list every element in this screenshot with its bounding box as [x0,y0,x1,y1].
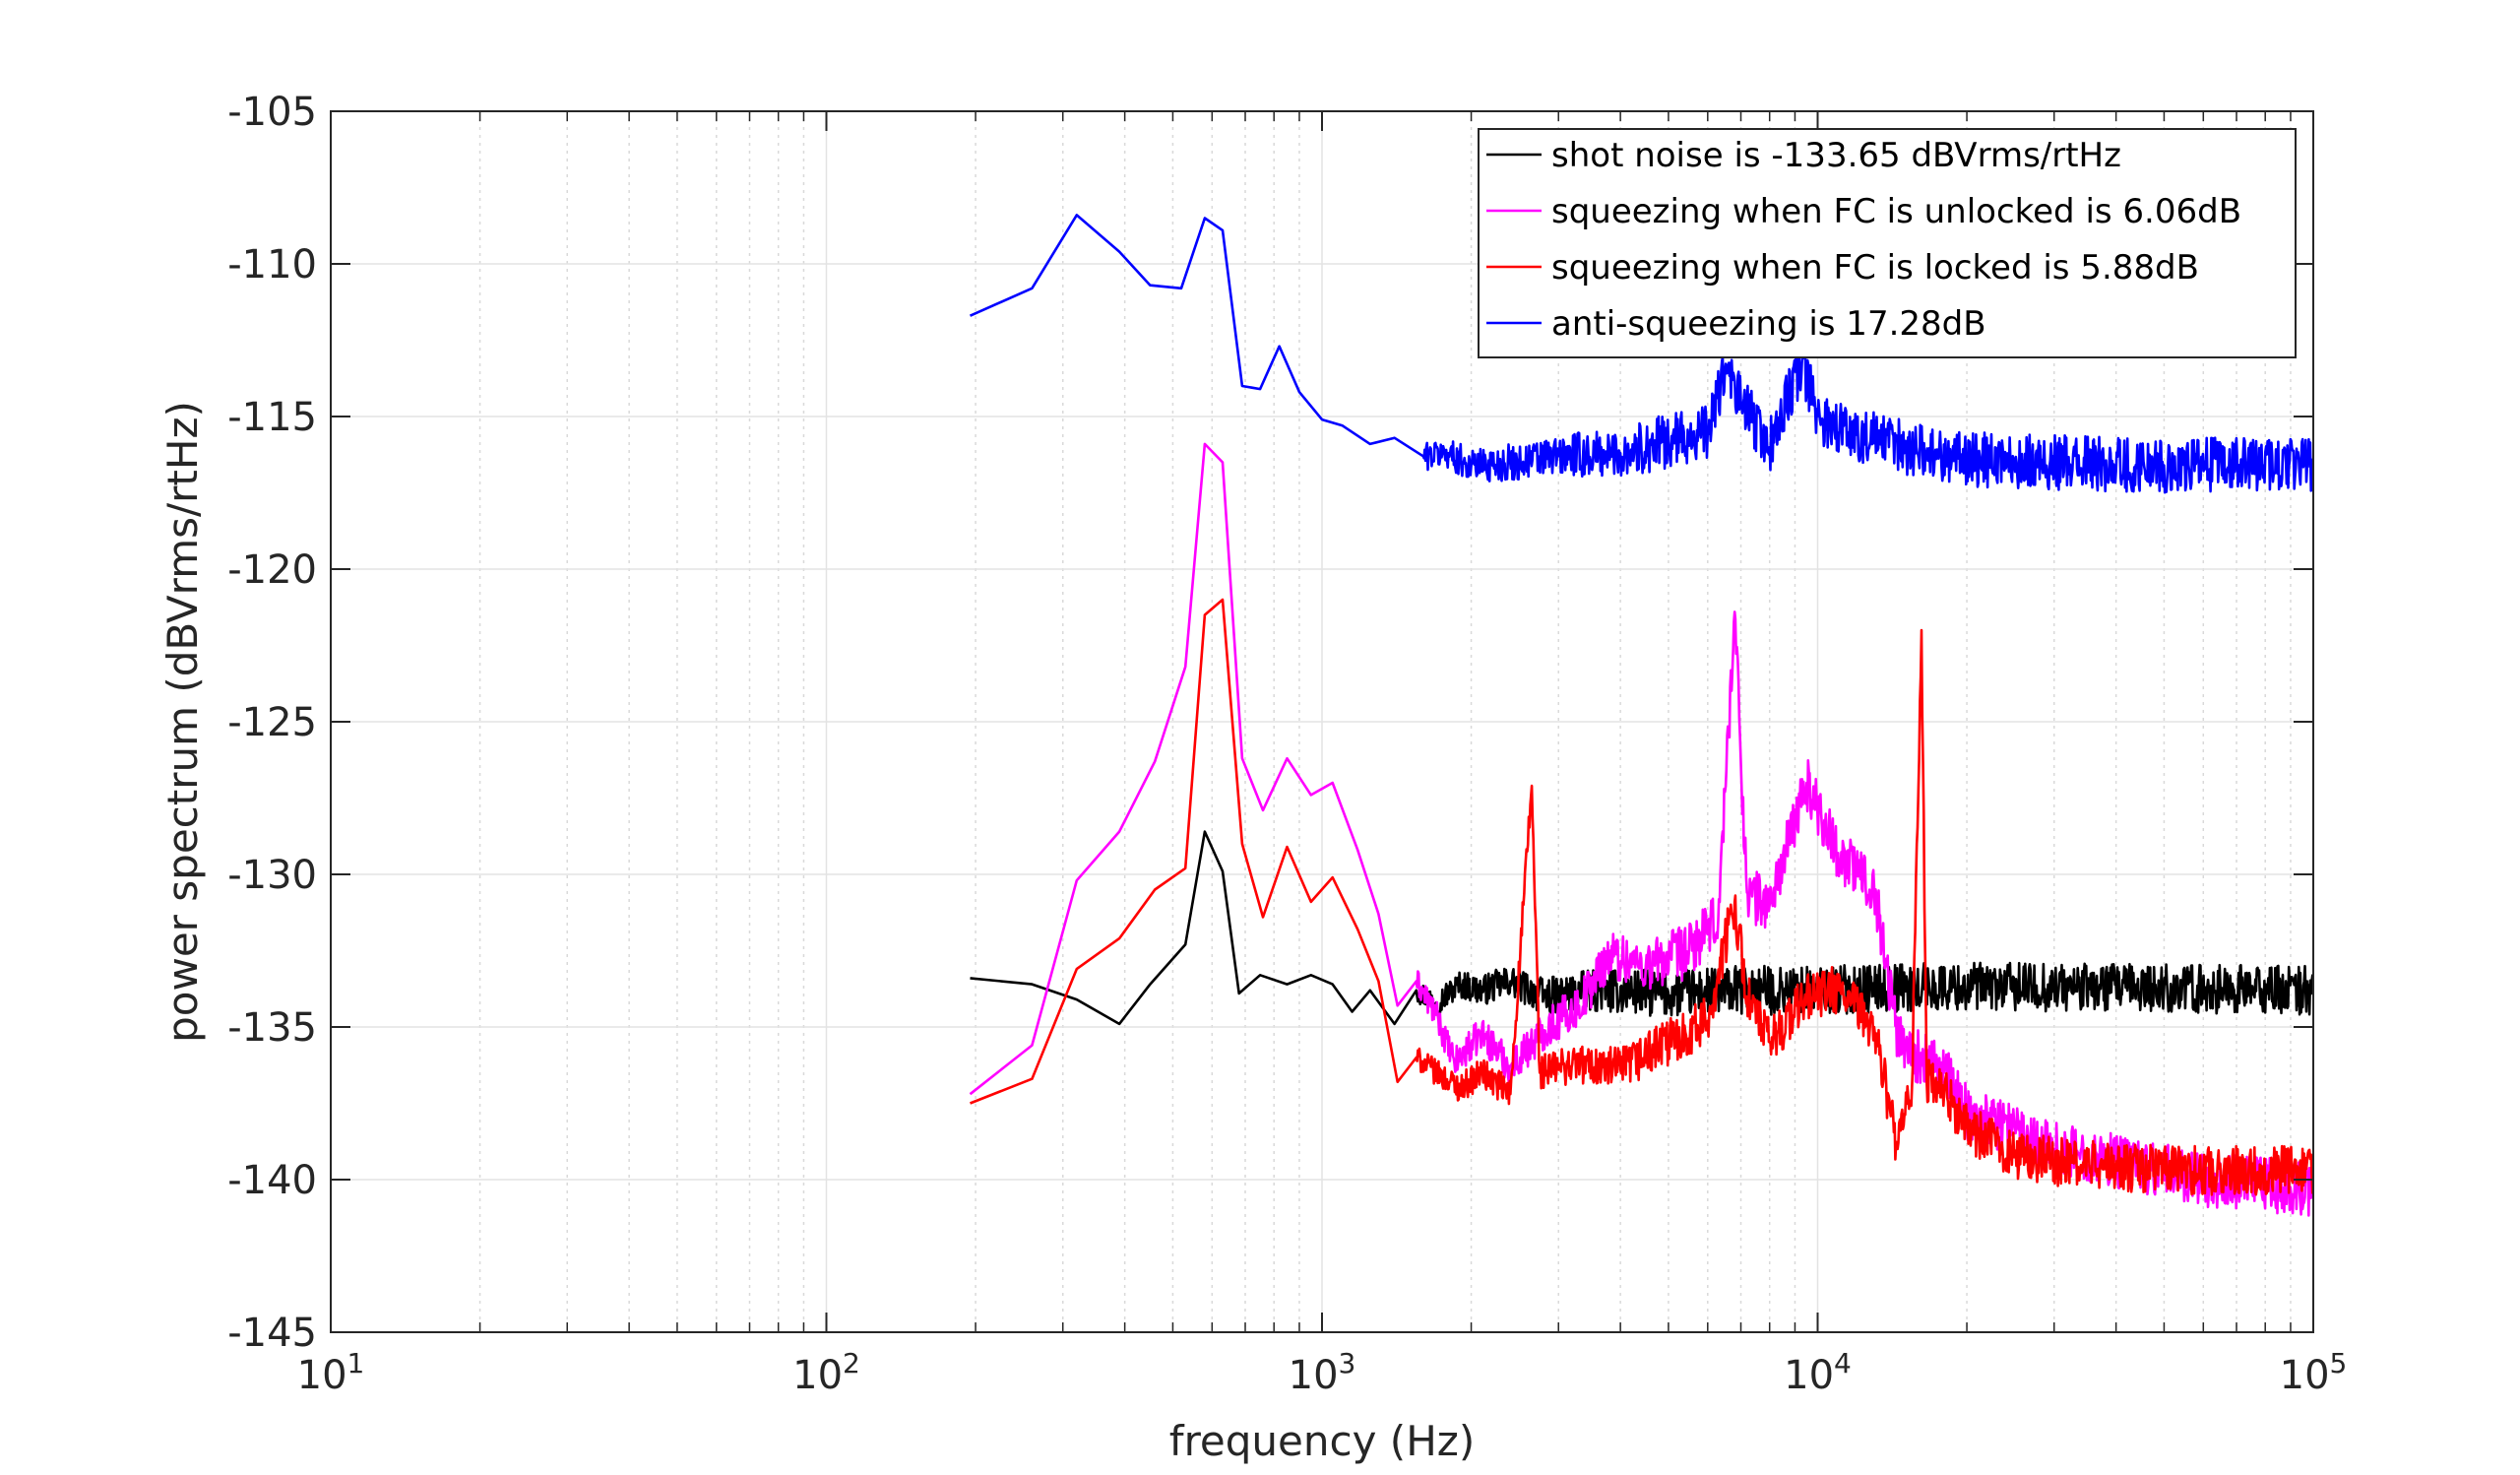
y-tick-label: -130 [227,853,317,898]
x-tick-label: 104 [1784,1347,1852,1398]
x-axis-label: frequency (Hz) [1169,1417,1475,1465]
x-tick-label: 101 [297,1347,365,1398]
y-axis-label: power spectrum (dBVrms/rtHz) [158,401,207,1043]
legend: shot noise is -133.65 dBVrms/rtHz squeezi… [1478,128,2297,358]
series-line-4 [969,214,2313,494]
y-tick-label: -145 [227,1311,317,1356]
ticks [330,110,2314,1333]
legend-entry: squeezing when FC is locked is 5.88dB [1551,248,2199,288]
series-line-3 [970,598,2313,1196]
y-tick-label: -115 [227,395,317,440]
y-tick-label: -120 [227,547,317,593]
series-layer [969,214,2313,1217]
y-tick-label: -110 [227,242,317,288]
y-tick-label: -125 [227,700,317,745]
x-tick-label: 105 [2280,1347,2348,1398]
legend-entry: anti-squeezing is 17.28dB [1551,304,1986,344]
legend-entry: shot noise is -133.65 dBVrms/rtHz [1551,136,2121,175]
y-tick-label: -135 [227,1005,317,1051]
y-tick-label: -105 [227,90,317,135]
legend-box [1478,128,2297,358]
x-tick-label: 103 [1289,1347,1356,1398]
y-tick-label: -140 [227,1158,317,1203]
x-tick-label: 102 [792,1347,860,1398]
legend-entry: squeezing when FC is unlocked is 6.06dB [1551,192,2241,231]
